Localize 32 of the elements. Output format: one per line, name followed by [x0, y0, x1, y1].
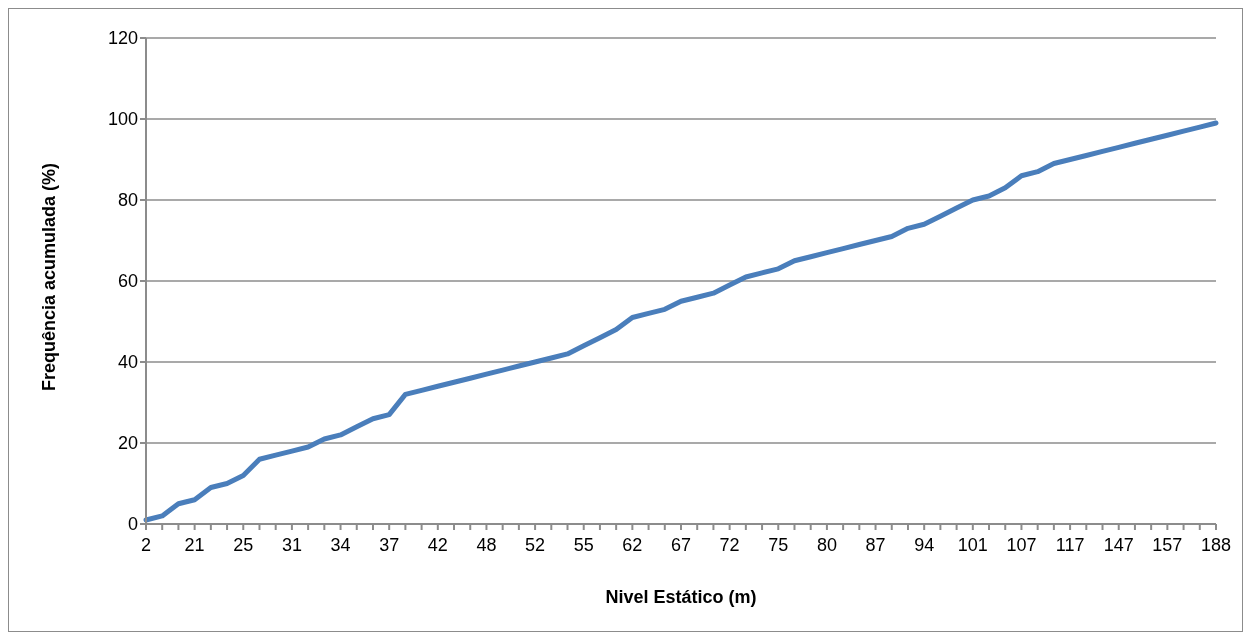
y-tick-label: 40: [117, 352, 138, 373]
x-tick-label: 107: [1006, 534, 1037, 555]
x-tick-label: 75: [768, 534, 789, 555]
y-tick-label: 0: [127, 514, 138, 535]
x-axis-title: Nivel Estático (m): [605, 587, 757, 607]
x-tick-label: 37: [379, 534, 400, 555]
y-tick-label: 80: [117, 190, 138, 211]
x-tick-label: 42: [427, 534, 448, 555]
x-tick-label: 31: [281, 534, 302, 555]
x-tick-label: 87: [865, 534, 886, 555]
x-tick-label: 21: [184, 534, 205, 555]
y-tick-label: 100: [107, 109, 138, 130]
x-tick-label: 157: [1152, 534, 1183, 555]
x-tick-label: 94: [914, 534, 935, 555]
x-tick-label: 147: [1103, 534, 1134, 555]
x-tick-label: 67: [670, 534, 692, 555]
x-tick-label: 80: [816, 534, 837, 555]
x-tick-label: 34: [330, 534, 351, 555]
x-tick-label: 72: [719, 534, 740, 555]
x-tick-label: 25: [233, 534, 254, 555]
x-tick-label: 117: [1055, 534, 1085, 555]
x-tick-label: 48: [476, 534, 497, 555]
y-tick-label: 60: [117, 271, 138, 292]
x-tick-label: 101: [957, 534, 988, 555]
x-tick-label: 62: [622, 534, 643, 555]
x-tick-label: 188: [1200, 534, 1232, 555]
y-axis-title: Frequência acumulada (%): [39, 162, 60, 391]
x-tick-label: 55: [573, 534, 594, 555]
x-tick-label: 2: [140, 534, 152, 555]
y-tick-label: 20: [117, 433, 138, 454]
y-tick-label: 120: [107, 28, 138, 49]
x-tick-label: 52: [525, 534, 546, 555]
